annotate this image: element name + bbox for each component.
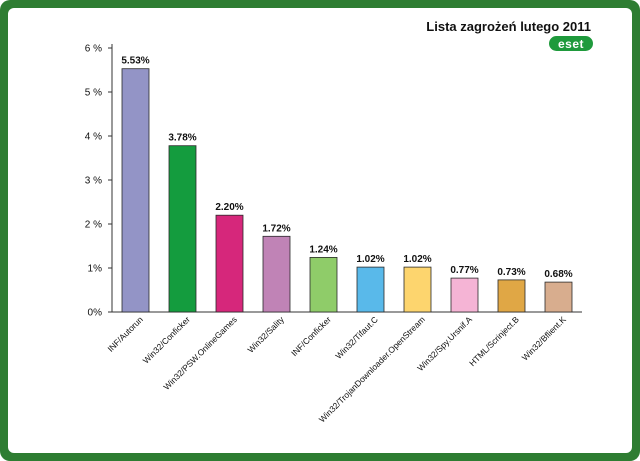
- x-category-label: HTML/Scrinject.B: [467, 314, 521, 368]
- x-category-label: INF/Autorun: [105, 314, 145, 354]
- bar-value-label: 1.02%: [356, 254, 384, 265]
- x-category-label: Win32/Bflient.K: [520, 314, 568, 362]
- bar-value-label: 5.53%: [121, 56, 149, 67]
- eset-logo-text: eset: [558, 37, 584, 51]
- x-category-label: Win32/Conficker: [141, 314, 192, 365]
- bar-value-label: 3.78%: [168, 133, 196, 144]
- bar: [168, 145, 197, 313]
- bar: [403, 266, 432, 313]
- bars-group: [121, 68, 573, 313]
- bar-value-label: 1.72%: [262, 223, 290, 234]
- y-tick-label: 5 %: [85, 88, 102, 99]
- bar-value-label: 1.24%: [309, 244, 337, 255]
- bar-value-label: 2.20%: [215, 202, 243, 213]
- x-category-label: Win32/Sality: [245, 314, 286, 355]
- bar: [309, 256, 338, 313]
- bar: [215, 214, 244, 313]
- y-tick-label: 3 %: [85, 176, 102, 187]
- category-labels-group: INF/AutorunWin32/ConfickerWin32/PSW.Onli…: [105, 314, 568, 425]
- bar-value-label: 0.68%: [544, 269, 572, 280]
- bar: [356, 266, 385, 313]
- y-tick-label: 6 %: [85, 44, 102, 55]
- bar-value-label: 1.02%: [403, 254, 431, 265]
- bar-chart: Lista zagrożeń lutego 2011 eset 0% 1% 2 % 3…: [85, 19, 593, 425]
- value-labels-group: 5.53% 3.78% 2.20% 1.72% 1.24% 1.02% 1.02% 0.77%…: [121, 56, 572, 280]
- axes: 0% 1% 2 % 3 % 4 % 5 % 6 %: [85, 44, 582, 319]
- eset-logo: eset: [549, 36, 593, 51]
- bar: [450, 277, 479, 313]
- y-tick-label: 1%: [88, 264, 103, 275]
- y-tick-label: 4 %: [85, 132, 102, 143]
- chart-title: Lista zagrożeń lutego 2011: [426, 19, 591, 34]
- bar: [544, 281, 573, 313]
- x-category-label: Win32/TrojanDownloader.OpenStream: [317, 314, 427, 424]
- y-tick-label: 0%: [88, 308, 103, 319]
- bar: [262, 235, 291, 313]
- bar-value-label: 0.73%: [497, 267, 525, 278]
- x-category-label: INF/Conficker: [289, 314, 333, 358]
- chart-panel: Lista zagrożeń lutego 2011 eset 0% 1% 2 % 3…: [8, 8, 632, 453]
- bar: [497, 279, 526, 313]
- y-tick-label: 2 %: [85, 220, 102, 231]
- bar-value-label: 0.77%: [450, 265, 478, 276]
- x-category-label: Win32/Tifaut.C: [333, 314, 380, 361]
- bar: [121, 68, 150, 313]
